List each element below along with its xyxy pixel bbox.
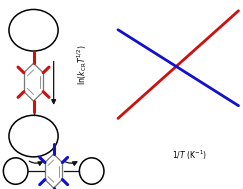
Ellipse shape: [9, 9, 58, 51]
Text: $\ln(k_{\mathrm{CR}}T^{1/2})$: $\ln(k_{\mathrm{CR}}T^{1/2})$: [75, 45, 89, 85]
Text: $1/T\ (\mathrm{K}^{-1})$: $1/T\ (\mathrm{K}^{-1})$: [173, 149, 208, 162]
Ellipse shape: [79, 158, 104, 184]
Ellipse shape: [9, 115, 58, 157]
Ellipse shape: [3, 158, 28, 184]
